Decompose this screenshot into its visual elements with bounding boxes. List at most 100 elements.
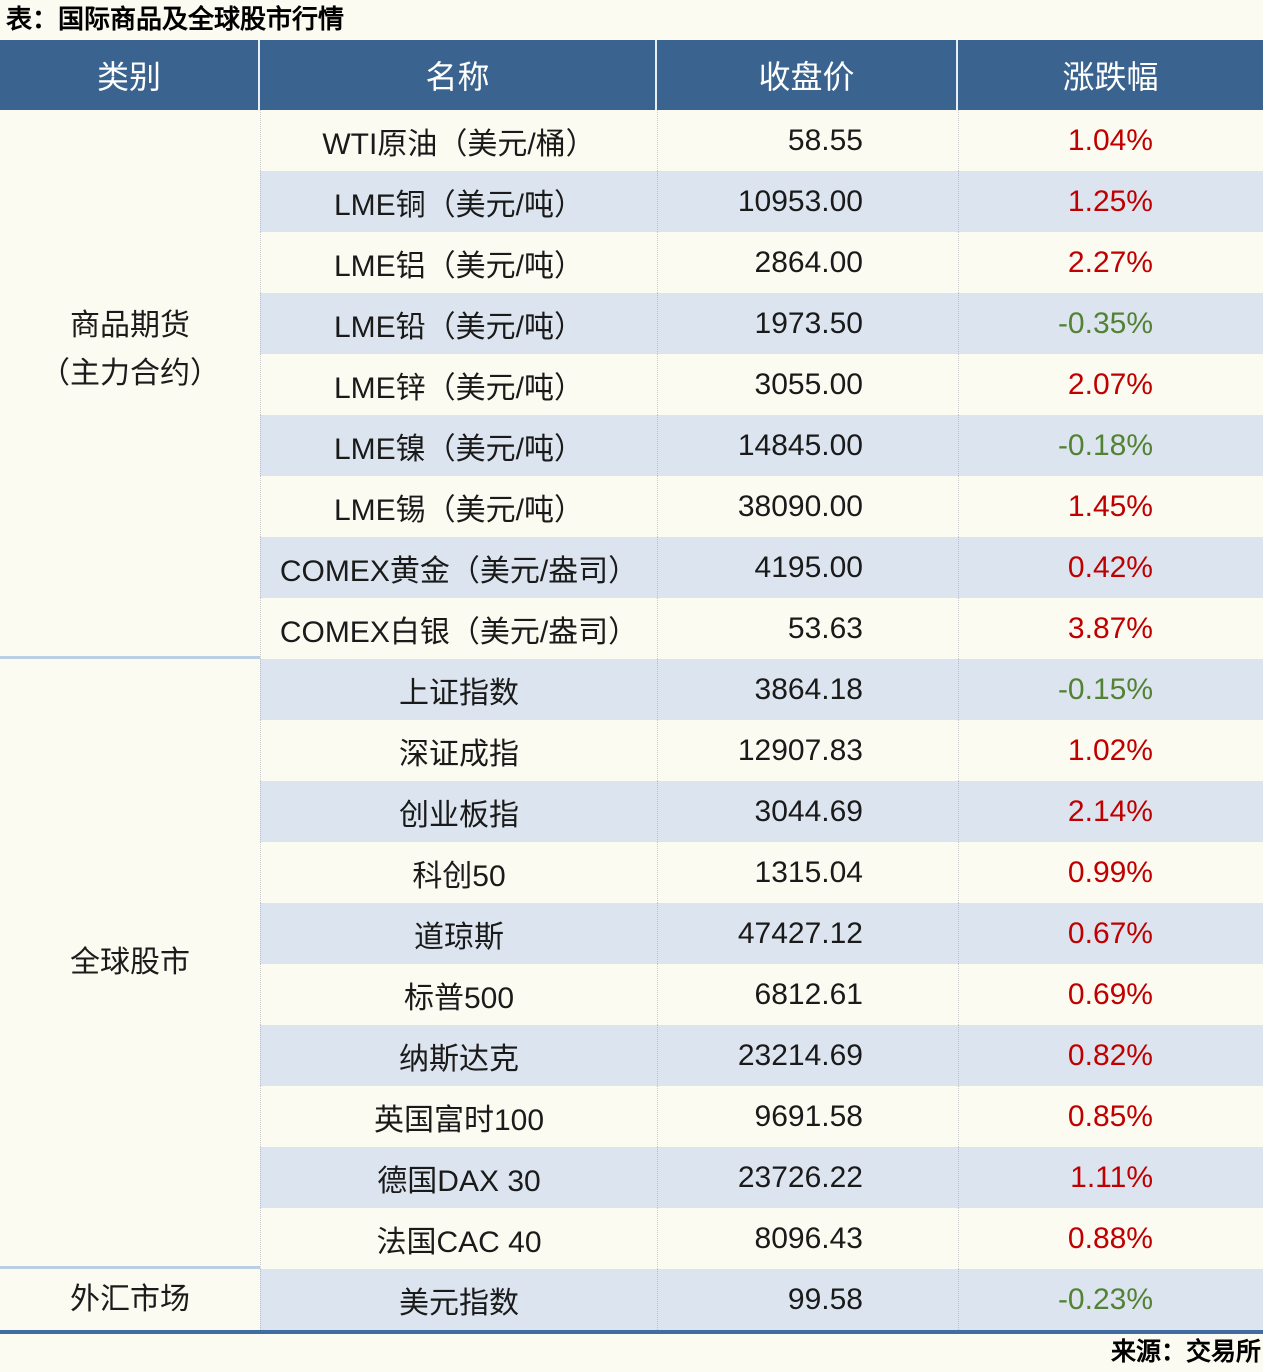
change-percent: 0.69% bbox=[958, 964, 1263, 1025]
table-row: LME锡（美元/吨） 38090.00 1.45% bbox=[260, 476, 1263, 537]
category-cell-global-stocks: 全球股市 bbox=[0, 659, 260, 1269]
category-cell-commodity-futures: 商品期货 （主力合约） bbox=[0, 110, 260, 659]
table-row: LME铅（美元/吨） 1973.50 -0.35% bbox=[260, 293, 1263, 354]
change-percent: 0.82% bbox=[958, 1025, 1263, 1086]
instrument-name: WTI原油（美元/桶） bbox=[260, 110, 657, 171]
instrument-name: 德国DAX 30 bbox=[260, 1147, 657, 1208]
instrument-name: LME铅（美元/吨） bbox=[260, 293, 657, 354]
instrument-name: 科创50 bbox=[260, 842, 657, 903]
close-price: 6812.61 bbox=[657, 964, 958, 1025]
table-row: 美元指数 99.58 -0.23% bbox=[260, 1269, 1263, 1330]
table-row: 法国CAC 40 8096.43 0.88% bbox=[260, 1208, 1263, 1269]
instrument-name: LME铝（美元/吨） bbox=[260, 232, 657, 293]
instrument-name: COMEX黄金（美元/盎司） bbox=[260, 537, 657, 598]
header-cell-category: 类别 bbox=[0, 40, 260, 110]
change-percent: 2.14% bbox=[958, 781, 1263, 842]
change-percent: -0.35% bbox=[958, 293, 1263, 354]
close-price: 1973.50 bbox=[657, 293, 958, 354]
change-percent: 2.27% bbox=[958, 232, 1263, 293]
table-row: COMEX白银（美元/盎司） 53.63 3.87% bbox=[260, 598, 1263, 659]
instrument-name: 标普500 bbox=[260, 964, 657, 1025]
table-row: 英国富时100 9691.58 0.85% bbox=[260, 1086, 1263, 1147]
table-row: 科创50 1315.04 0.99% bbox=[260, 842, 1263, 903]
close-price: 3044.69 bbox=[657, 781, 958, 842]
close-price: 4195.00 bbox=[657, 537, 958, 598]
data-rows: WTI原油（美元/桶） 58.55 1.04% LME铜（美元/吨） 10953… bbox=[260, 110, 1263, 1330]
instrument-name: LME镍（美元/吨） bbox=[260, 415, 657, 476]
close-price: 23726.22 bbox=[657, 1147, 958, 1208]
category-cell-fx-market: 外汇市场 bbox=[0, 1269, 260, 1330]
change-percent: 0.67% bbox=[958, 903, 1263, 964]
change-percent: 1.45% bbox=[958, 476, 1263, 537]
change-percent: 1.11% bbox=[958, 1147, 1263, 1208]
close-price: 12907.83 bbox=[657, 720, 958, 781]
change-percent: 0.85% bbox=[958, 1086, 1263, 1147]
table-row: 道琼斯 47427.12 0.67% bbox=[260, 903, 1263, 964]
table-row: 德国DAX 30 23726.22 1.11% bbox=[260, 1147, 1263, 1208]
header-cell-name: 名称 bbox=[260, 40, 657, 110]
close-price: 8096.43 bbox=[657, 1208, 958, 1269]
header-cell-change: 涨跌幅 bbox=[1062, 59, 1159, 95]
category-label-line: 外汇市场 bbox=[70, 1282, 190, 1316]
table-row: 创业板指 3044.69 2.14% bbox=[260, 781, 1263, 842]
instrument-name: 美元指数 bbox=[260, 1269, 657, 1330]
change-percent: 0.42% bbox=[958, 537, 1263, 598]
close-price: 10953.00 bbox=[657, 171, 958, 232]
close-price: 23214.69 bbox=[657, 1025, 958, 1086]
table-row: 深证成指 12907.83 1.02% bbox=[260, 720, 1263, 781]
market-table: 类别 名称 收盘价 涨跌幅 商品期货 （主力合约） 全球股市 外汇市场 bbox=[0, 40, 1263, 1334]
instrument-name: 英国富时100 bbox=[260, 1086, 657, 1147]
table-row: 上证指数 3864.18 -0.15% bbox=[260, 659, 1263, 720]
close-price: 38090.00 bbox=[657, 476, 958, 537]
category-label-line: 全球股市 bbox=[70, 945, 190, 979]
header-cell-close: 收盘价 bbox=[657, 40, 958, 110]
change-percent: 1.25% bbox=[958, 171, 1263, 232]
change-percent: 3.87% bbox=[958, 598, 1263, 659]
instrument-name: 深证成指 bbox=[260, 720, 657, 781]
table-row: COMEX黄金（美元/盎司） 4195.00 0.42% bbox=[260, 537, 1263, 598]
page-title: 表：国际商品及全球股市行情 bbox=[6, 4, 345, 34]
table-row: WTI原油（美元/桶） 58.55 1.04% bbox=[260, 110, 1263, 171]
change-percent: -0.15% bbox=[958, 659, 1263, 720]
table-row: LME镍（美元/吨） 14845.00 -0.18% bbox=[260, 415, 1263, 476]
change-percent: 2.07% bbox=[958, 354, 1263, 415]
source-note: 来源：交易所 bbox=[1110, 1338, 1261, 1366]
table-body: 商品期货 （主力合约） 全球股市 外汇市场 WTI原油（美元/桶） 58.55 … bbox=[0, 110, 1263, 1330]
table-bottom-border bbox=[0, 1330, 1263, 1334]
close-price: 14845.00 bbox=[657, 415, 958, 476]
table-row: LME铜（美元/吨） 10953.00 1.25% bbox=[260, 171, 1263, 232]
table-row: LME锌（美元/吨） 3055.00 2.07% bbox=[260, 354, 1263, 415]
close-price: 58.55 bbox=[657, 110, 958, 171]
close-price: 99.58 bbox=[657, 1269, 958, 1330]
instrument-name: 纳斯达克 bbox=[260, 1025, 657, 1086]
close-price: 1315.04 bbox=[657, 842, 958, 903]
category-column: 商品期货 （主力合约） 全球股市 外汇市场 bbox=[0, 110, 260, 1330]
category-label-line: 商品期货 bbox=[70, 309, 190, 342]
change-percent: 0.88% bbox=[958, 1208, 1263, 1269]
table-row: 纳斯达克 23214.69 0.82% bbox=[260, 1025, 1263, 1086]
close-price: 9691.58 bbox=[657, 1086, 958, 1147]
category-label-line: （主力合约） bbox=[40, 357, 220, 390]
close-price: 53.63 bbox=[657, 598, 958, 659]
change-percent: 0.99% bbox=[958, 842, 1263, 903]
close-price: 3055.00 bbox=[657, 354, 958, 415]
close-price: 3864.18 bbox=[657, 659, 958, 720]
table-row: LME铝（美元/吨） 2864.00 2.27% bbox=[260, 232, 1263, 293]
instrument-name: 上证指数 bbox=[260, 659, 657, 720]
instrument-name: LME铜（美元/吨） bbox=[260, 171, 657, 232]
instrument-name: 法国CAC 40 bbox=[260, 1208, 657, 1269]
change-percent: 1.04% bbox=[958, 110, 1263, 171]
change-percent: -0.18% bbox=[958, 415, 1263, 476]
instrument-name: LME锌（美元/吨） bbox=[260, 354, 657, 415]
change-percent: 1.02% bbox=[958, 720, 1263, 781]
instrument-name: LME锡（美元/吨） bbox=[260, 476, 657, 537]
instrument-name: COMEX白银（美元/盎司） bbox=[260, 598, 657, 659]
instrument-name: 道琼斯 bbox=[260, 903, 657, 964]
change-percent: -0.23% bbox=[958, 1269, 1263, 1330]
table-row: 标普500 6812.61 0.69% bbox=[260, 964, 1263, 1025]
close-price: 2864.00 bbox=[657, 232, 958, 293]
table-header-row: 类别 名称 收盘价 涨跌幅 bbox=[0, 40, 1263, 110]
instrument-name: 创业板指 bbox=[260, 781, 657, 842]
close-price: 47427.12 bbox=[657, 903, 958, 964]
